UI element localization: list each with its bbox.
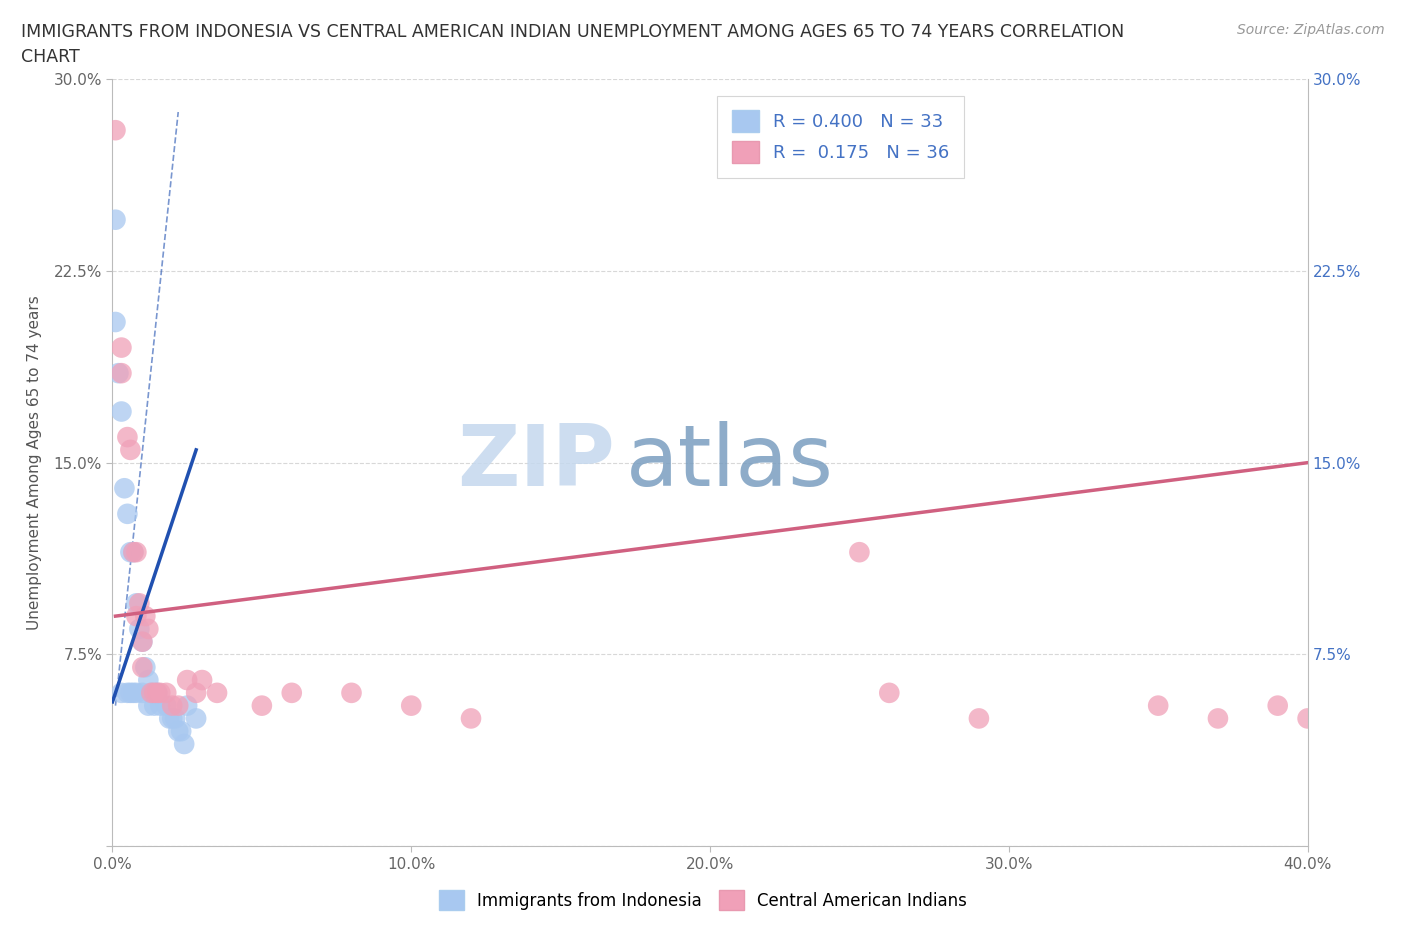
Point — [165, 711, 187, 725]
Point — [281, 685, 304, 700]
Point — [125, 545, 148, 560]
Point — [128, 596, 150, 611]
Point — [114, 481, 135, 496]
Text: Source: ZipAtlas.com: Source: ZipAtlas.com — [1237, 23, 1385, 37]
Text: IMMIGRANTS FROM INDONESIA VS CENTRAL AMERICAN INDIAN UNEMPLOYMENT AMONG AGES 65 : IMMIGRANTS FROM INDONESIA VS CENTRAL AME… — [21, 23, 1125, 41]
Point — [848, 545, 870, 560]
Point — [120, 545, 142, 560]
Point — [167, 698, 190, 713]
Point — [460, 711, 482, 725]
Point — [186, 685, 208, 700]
Point — [134, 660, 156, 675]
Point — [110, 365, 132, 380]
Point — [176, 698, 198, 713]
Point — [131, 634, 153, 649]
Point — [186, 711, 208, 725]
Point — [120, 685, 142, 700]
Point — [149, 698, 172, 713]
Point — [250, 698, 273, 713]
Point — [125, 596, 148, 611]
Point — [149, 685, 172, 700]
Point — [143, 698, 166, 713]
Y-axis label: Unemployment Among Ages 65 to 74 years: Unemployment Among Ages 65 to 74 years — [28, 296, 42, 630]
Point — [141, 685, 163, 700]
Point — [1206, 711, 1229, 725]
Point — [138, 698, 160, 713]
Point — [167, 724, 190, 738]
Point — [122, 685, 145, 700]
Point — [125, 609, 148, 624]
Point — [104, 314, 127, 329]
Point — [1147, 698, 1170, 713]
Legend: Immigrants from Indonesia, Central American Indians: Immigrants from Indonesia, Central Ameri… — [433, 884, 973, 917]
Point — [155, 698, 177, 713]
Point — [191, 672, 214, 687]
Point — [176, 672, 198, 687]
Point — [141, 685, 163, 700]
Text: atlas: atlas — [627, 421, 834, 504]
Point — [131, 634, 153, 649]
Point — [122, 545, 145, 560]
Point — [401, 698, 423, 713]
Point — [110, 404, 132, 418]
Point — [162, 698, 183, 713]
Point — [104, 123, 127, 138]
Point — [117, 685, 139, 700]
Point — [131, 685, 153, 700]
Point — [173, 737, 195, 751]
Point — [967, 711, 990, 725]
Point — [205, 685, 228, 700]
Text: CHART: CHART — [21, 48, 80, 66]
Point — [117, 430, 139, 445]
Point — [104, 212, 127, 227]
Point — [146, 685, 169, 700]
Point — [146, 685, 169, 700]
Point — [128, 621, 150, 636]
Point — [138, 621, 160, 636]
Point — [134, 609, 156, 624]
Point — [110, 340, 132, 355]
Point — [170, 724, 193, 738]
Point — [110, 685, 132, 700]
Point — [1296, 711, 1319, 725]
Point — [143, 685, 166, 700]
Point — [125, 685, 148, 700]
Point — [162, 711, 183, 725]
Point — [107, 365, 129, 380]
Point — [340, 685, 363, 700]
Point — [1267, 698, 1289, 713]
Point — [138, 672, 160, 687]
Point — [117, 506, 139, 521]
Text: ZIP: ZIP — [457, 421, 614, 504]
Point — [122, 545, 145, 560]
Point — [131, 660, 153, 675]
Legend: R = 0.400   N = 33, R =  0.175   N = 36: R = 0.400 N = 33, R = 0.175 N = 36 — [717, 96, 965, 178]
Point — [155, 685, 177, 700]
Point — [879, 685, 901, 700]
Point — [157, 711, 180, 725]
Point — [120, 443, 142, 458]
